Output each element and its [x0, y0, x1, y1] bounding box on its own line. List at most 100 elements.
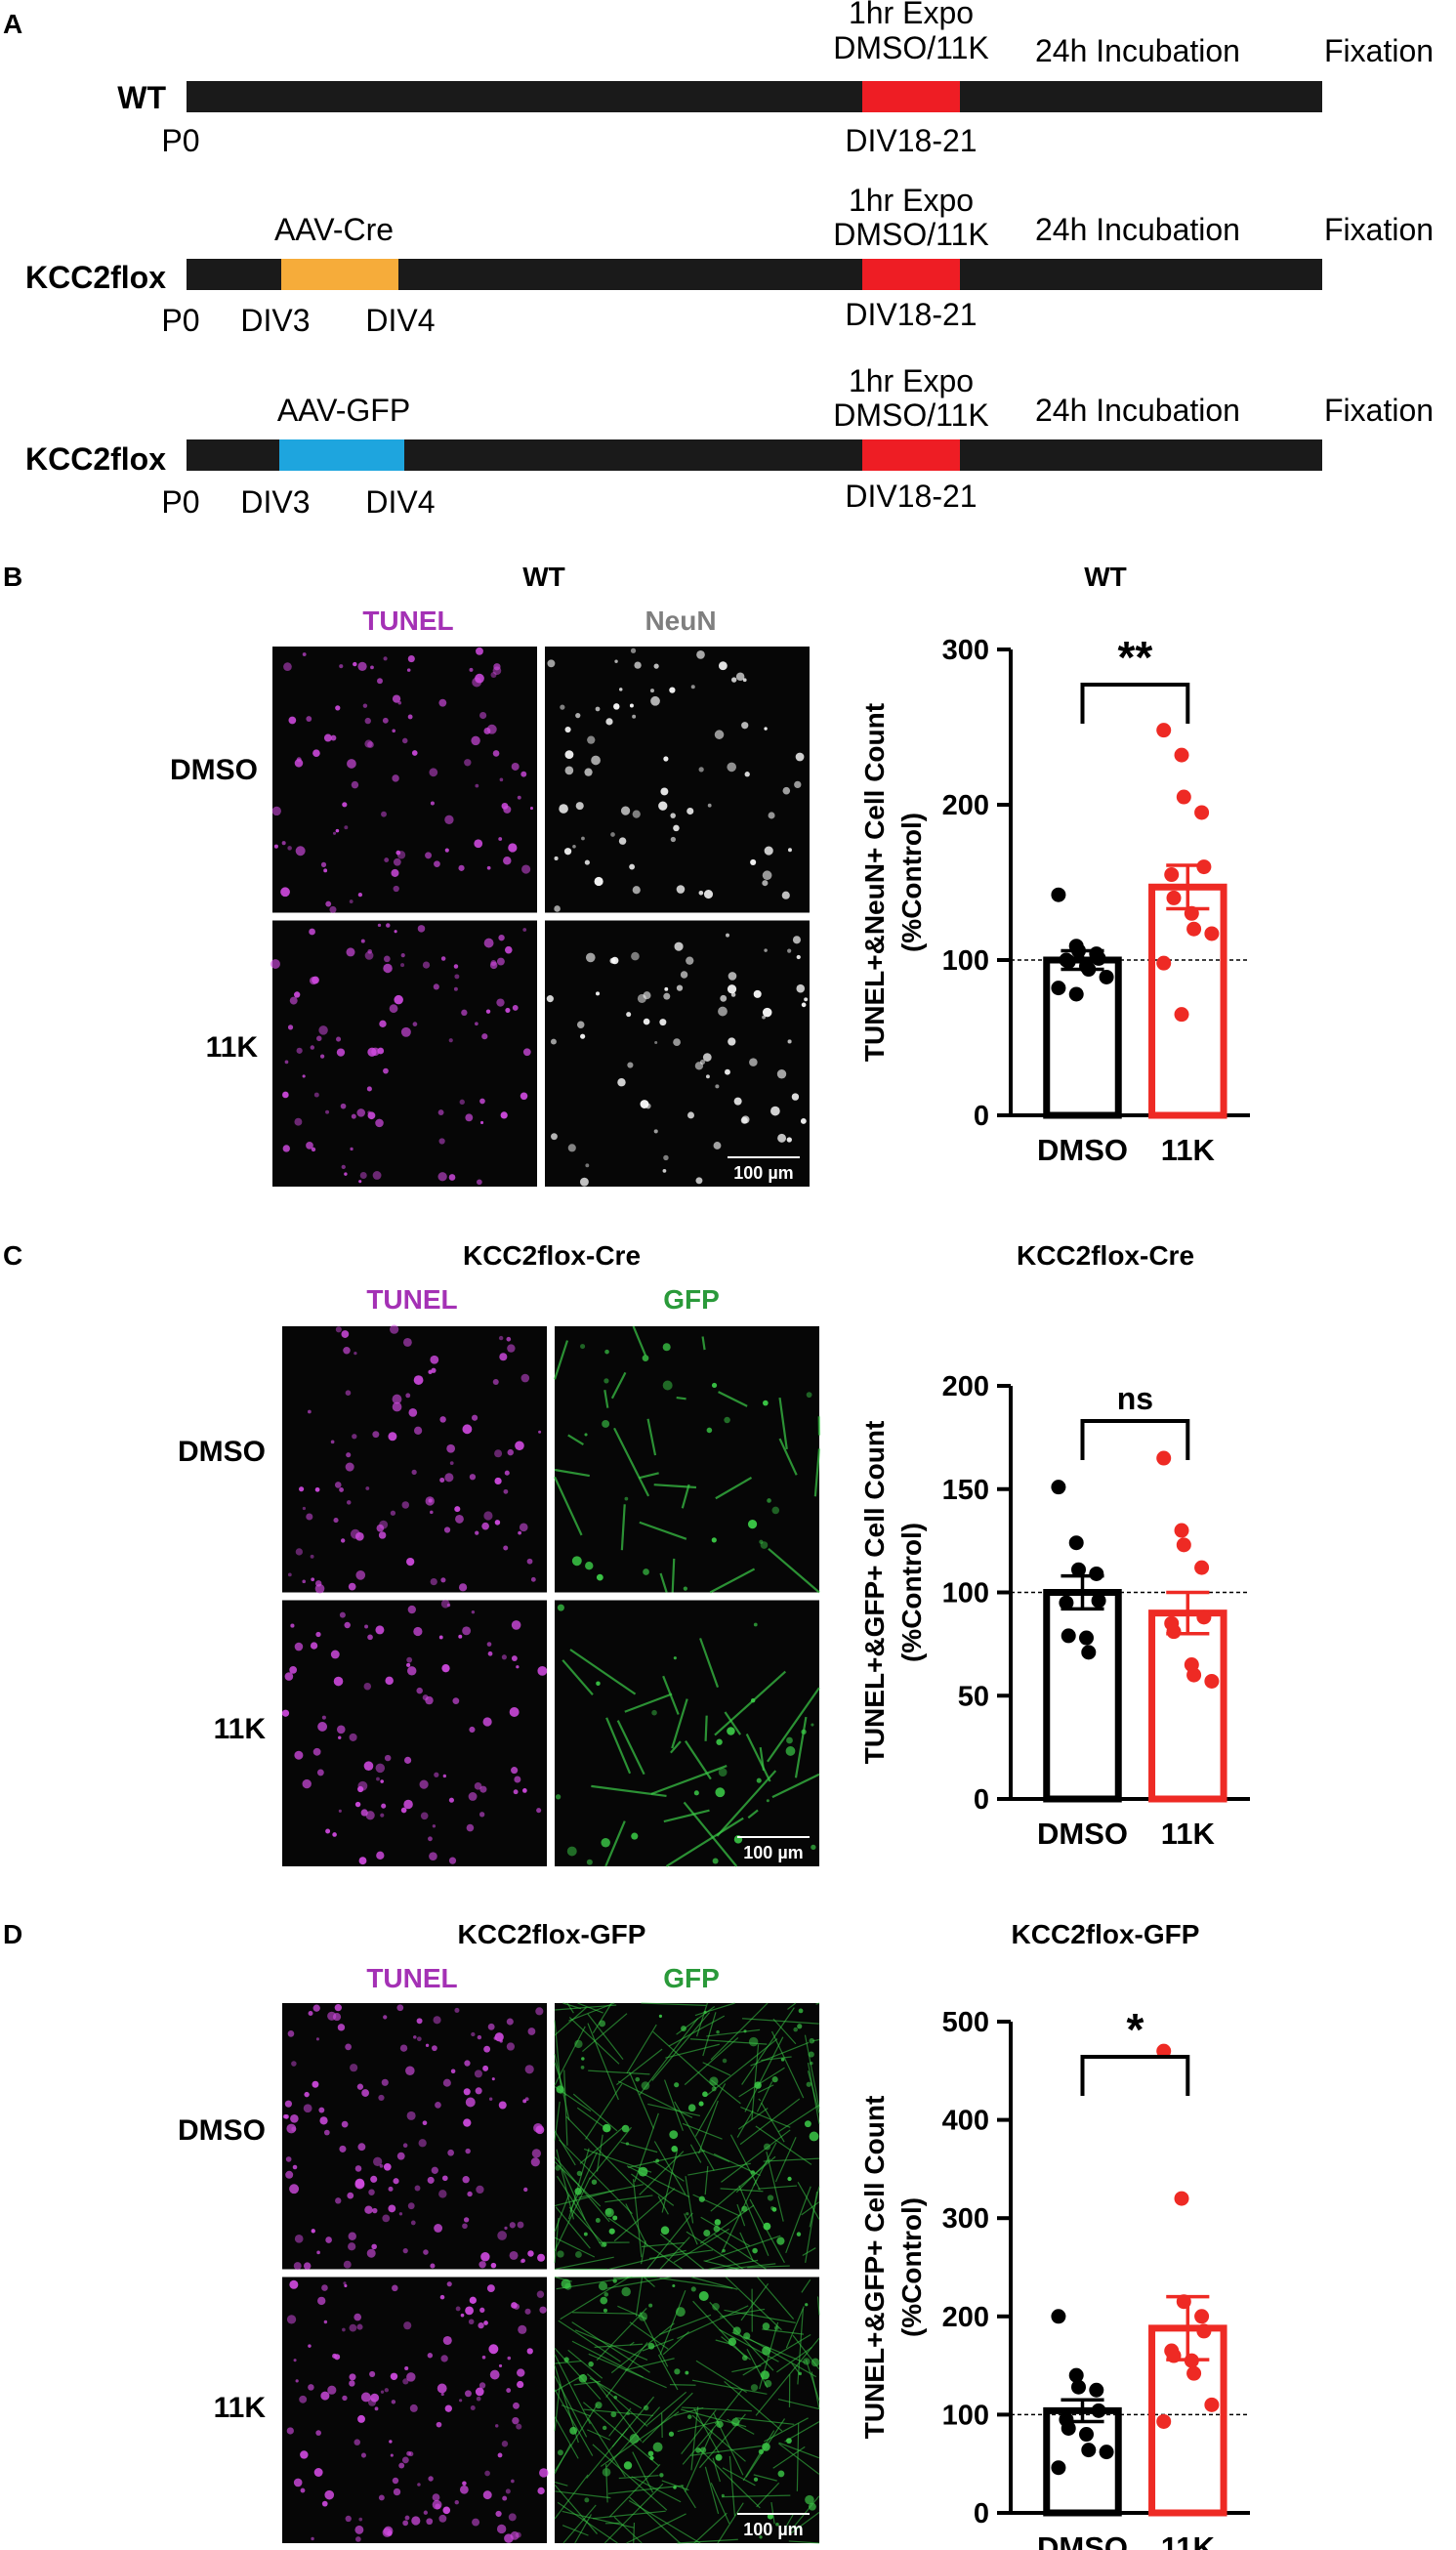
- data-point: [1176, 2294, 1191, 2310]
- incubation-label: 24h Incubation: [1035, 212, 1240, 247]
- y-tick-label: 0: [974, 1784, 989, 1816]
- exposure-block: [862, 439, 960, 471]
- data-point: [1099, 969, 1114, 984]
- expo-line1: 1hr Expo: [849, 183, 974, 218]
- y-tick-label: 100: [942, 2400, 989, 2431]
- p0-label: P0: [161, 123, 199, 158]
- chart-title: KCC2flox-Cre: [1017, 1240, 1194, 1271]
- micrograph-grid: 100 µm: [281, 1324, 821, 1867]
- micrograph-title: KCC2flox-Cre: [463, 1240, 641, 1271]
- p0-label: P0: [161, 484, 199, 520]
- data-point: [1091, 2403, 1106, 2418]
- data-point: [1051, 887, 1066, 902]
- data-point: [1071, 1562, 1086, 1577]
- y-tick-label: 0: [974, 2498, 989, 2529]
- marker-micrograph: 100 µm: [554, 2276, 820, 2544]
- y-axis-label: TUNEL+&GFP+ Cell Count (%Control): [859, 1421, 927, 1765]
- stain1-label: TUNEL: [362, 606, 453, 636]
- x-tick-label: DMSO: [1037, 1133, 1128, 1167]
- data-point: [1071, 2379, 1086, 2395]
- x-tick-label: DMSO: [1037, 2530, 1128, 2550]
- data-point: [1204, 926, 1220, 941]
- y-tick-label: 200: [942, 1371, 989, 1402]
- data-point: [1068, 2367, 1084, 2383]
- y-axis-label: TUNEL+&NeuN+ Cell Count (%Control): [859, 703, 927, 1062]
- row-label: KCC2flox: [25, 260, 166, 295]
- expo-line1: 1hr Expo: [849, 363, 974, 398]
- bar-dmso: [1043, 1589, 1122, 1803]
- panel-b: B WT TUNEL NeuN DMSO 11K 100 µm WT 0 100 2…: [3, 562, 1250, 1187]
- data-point: [1166, 890, 1182, 905]
- row-label-dmso: DMSO: [178, 1436, 266, 1468]
- data-point: [1156, 1450, 1172, 1466]
- data-point: [1059, 1595, 1074, 1610]
- micrograph-title: WT: [522, 562, 565, 592]
- data-point: [1061, 1628, 1076, 1644]
- data-point: [1061, 2420, 1076, 2436]
- data-point: [1091, 1593, 1106, 1609]
- tunel-micrograph: [270, 920, 537, 1187]
- panel-letter-c: C: [3, 1240, 22, 1271]
- data-point: [1196, 2323, 1212, 2339]
- div4-label: DIV4: [365, 484, 435, 520]
- data-point: [1204, 2397, 1220, 2412]
- micrograph-grid: 100 µm: [282, 2002, 820, 2544]
- marker-micrograph: 100 µm: [545, 920, 810, 1187]
- data-point: [1186, 921, 1202, 937]
- bar-11k: [1148, 1609, 1227, 1803]
- data-point: [1089, 1566, 1104, 1581]
- row-label: KCC2flox: [25, 441, 166, 477]
- data-point: [1081, 2443, 1097, 2458]
- div3-label: DIV3: [240, 484, 310, 520]
- x-tick-label: 11K: [1161, 1133, 1216, 1167]
- data-point: [1186, 2365, 1202, 2381]
- significance-bracket: [1080, 683, 1190, 724]
- tunel-micrograph: [282, 2277, 549, 2543]
- marker-micrograph: [545, 647, 810, 913]
- y-tick-label: 300: [942, 635, 989, 666]
- tunel-micrograph: [282, 1324, 547, 1594]
- data-point: [1156, 2043, 1172, 2059]
- data-point: [1068, 1535, 1084, 1551]
- data-point: [1081, 962, 1097, 978]
- y-tick-label: 100: [942, 945, 989, 977]
- exposure-block: [862, 81, 960, 112]
- y-tick-label: 200: [942, 2302, 989, 2333]
- significance-bracket: [1080, 2055, 1190, 2096]
- data-point: [1176, 789, 1191, 805]
- x-tick-label: DMSO: [1037, 1817, 1128, 1851]
- marker-micrograph: [553, 1325, 821, 1594]
- marker-micrograph: [554, 2002, 820, 2271]
- data-point: [1194, 2309, 1210, 2324]
- data-point: [1156, 723, 1172, 738]
- expo-line2: DMSO/11K: [833, 30, 988, 65]
- data-point: [1196, 859, 1212, 875]
- expo-div-label: DIV18-21: [845, 297, 977, 332]
- x-tick-label: 11K: [1161, 1817, 1216, 1851]
- data-point: [1184, 2353, 1199, 2368]
- timeline-bar: [187, 81, 1322, 112]
- chart-title: WT: [1084, 562, 1127, 592]
- data-point: [1079, 2427, 1094, 2443]
- incubation-label: 24h Incubation: [1035, 33, 1240, 68]
- data-point: [1176, 1537, 1191, 1553]
- data-point: [1156, 2413, 1172, 2429]
- data-point: [1071, 942, 1086, 958]
- tunel-micrograph: [271, 647, 537, 913]
- bar-chart-wt: 0 100 200 300 TUNEL+&NeuN+ Cell Count (%Contr…: [859, 632, 1250, 1167]
- data-point: [1091, 950, 1106, 966]
- panel-c: C KCC2flox-Cre TUNEL GFP DMSO 11K 100 µm…: [3, 1240, 1250, 1867]
- micrograph-grid: 100 µm: [270, 647, 810, 1187]
- marker-micrograph: 100 µm: [555, 1600, 820, 1867]
- data-point: [1051, 981, 1066, 996]
- y-tick-label: 100: [942, 1578, 989, 1609]
- data-point: [1089, 2382, 1104, 2398]
- row-label: WT: [117, 80, 166, 115]
- significance-label: *: [1126, 2004, 1144, 2055]
- data-point: [1081, 1645, 1097, 1660]
- data-point: [1194, 1560, 1210, 1575]
- panel-letter-d: D: [3, 1919, 22, 1949]
- stain2-label: GFP: [663, 1963, 720, 1993]
- row-label-11k: 11K: [206, 1031, 259, 1064]
- div3-label: DIV3: [240, 303, 310, 338]
